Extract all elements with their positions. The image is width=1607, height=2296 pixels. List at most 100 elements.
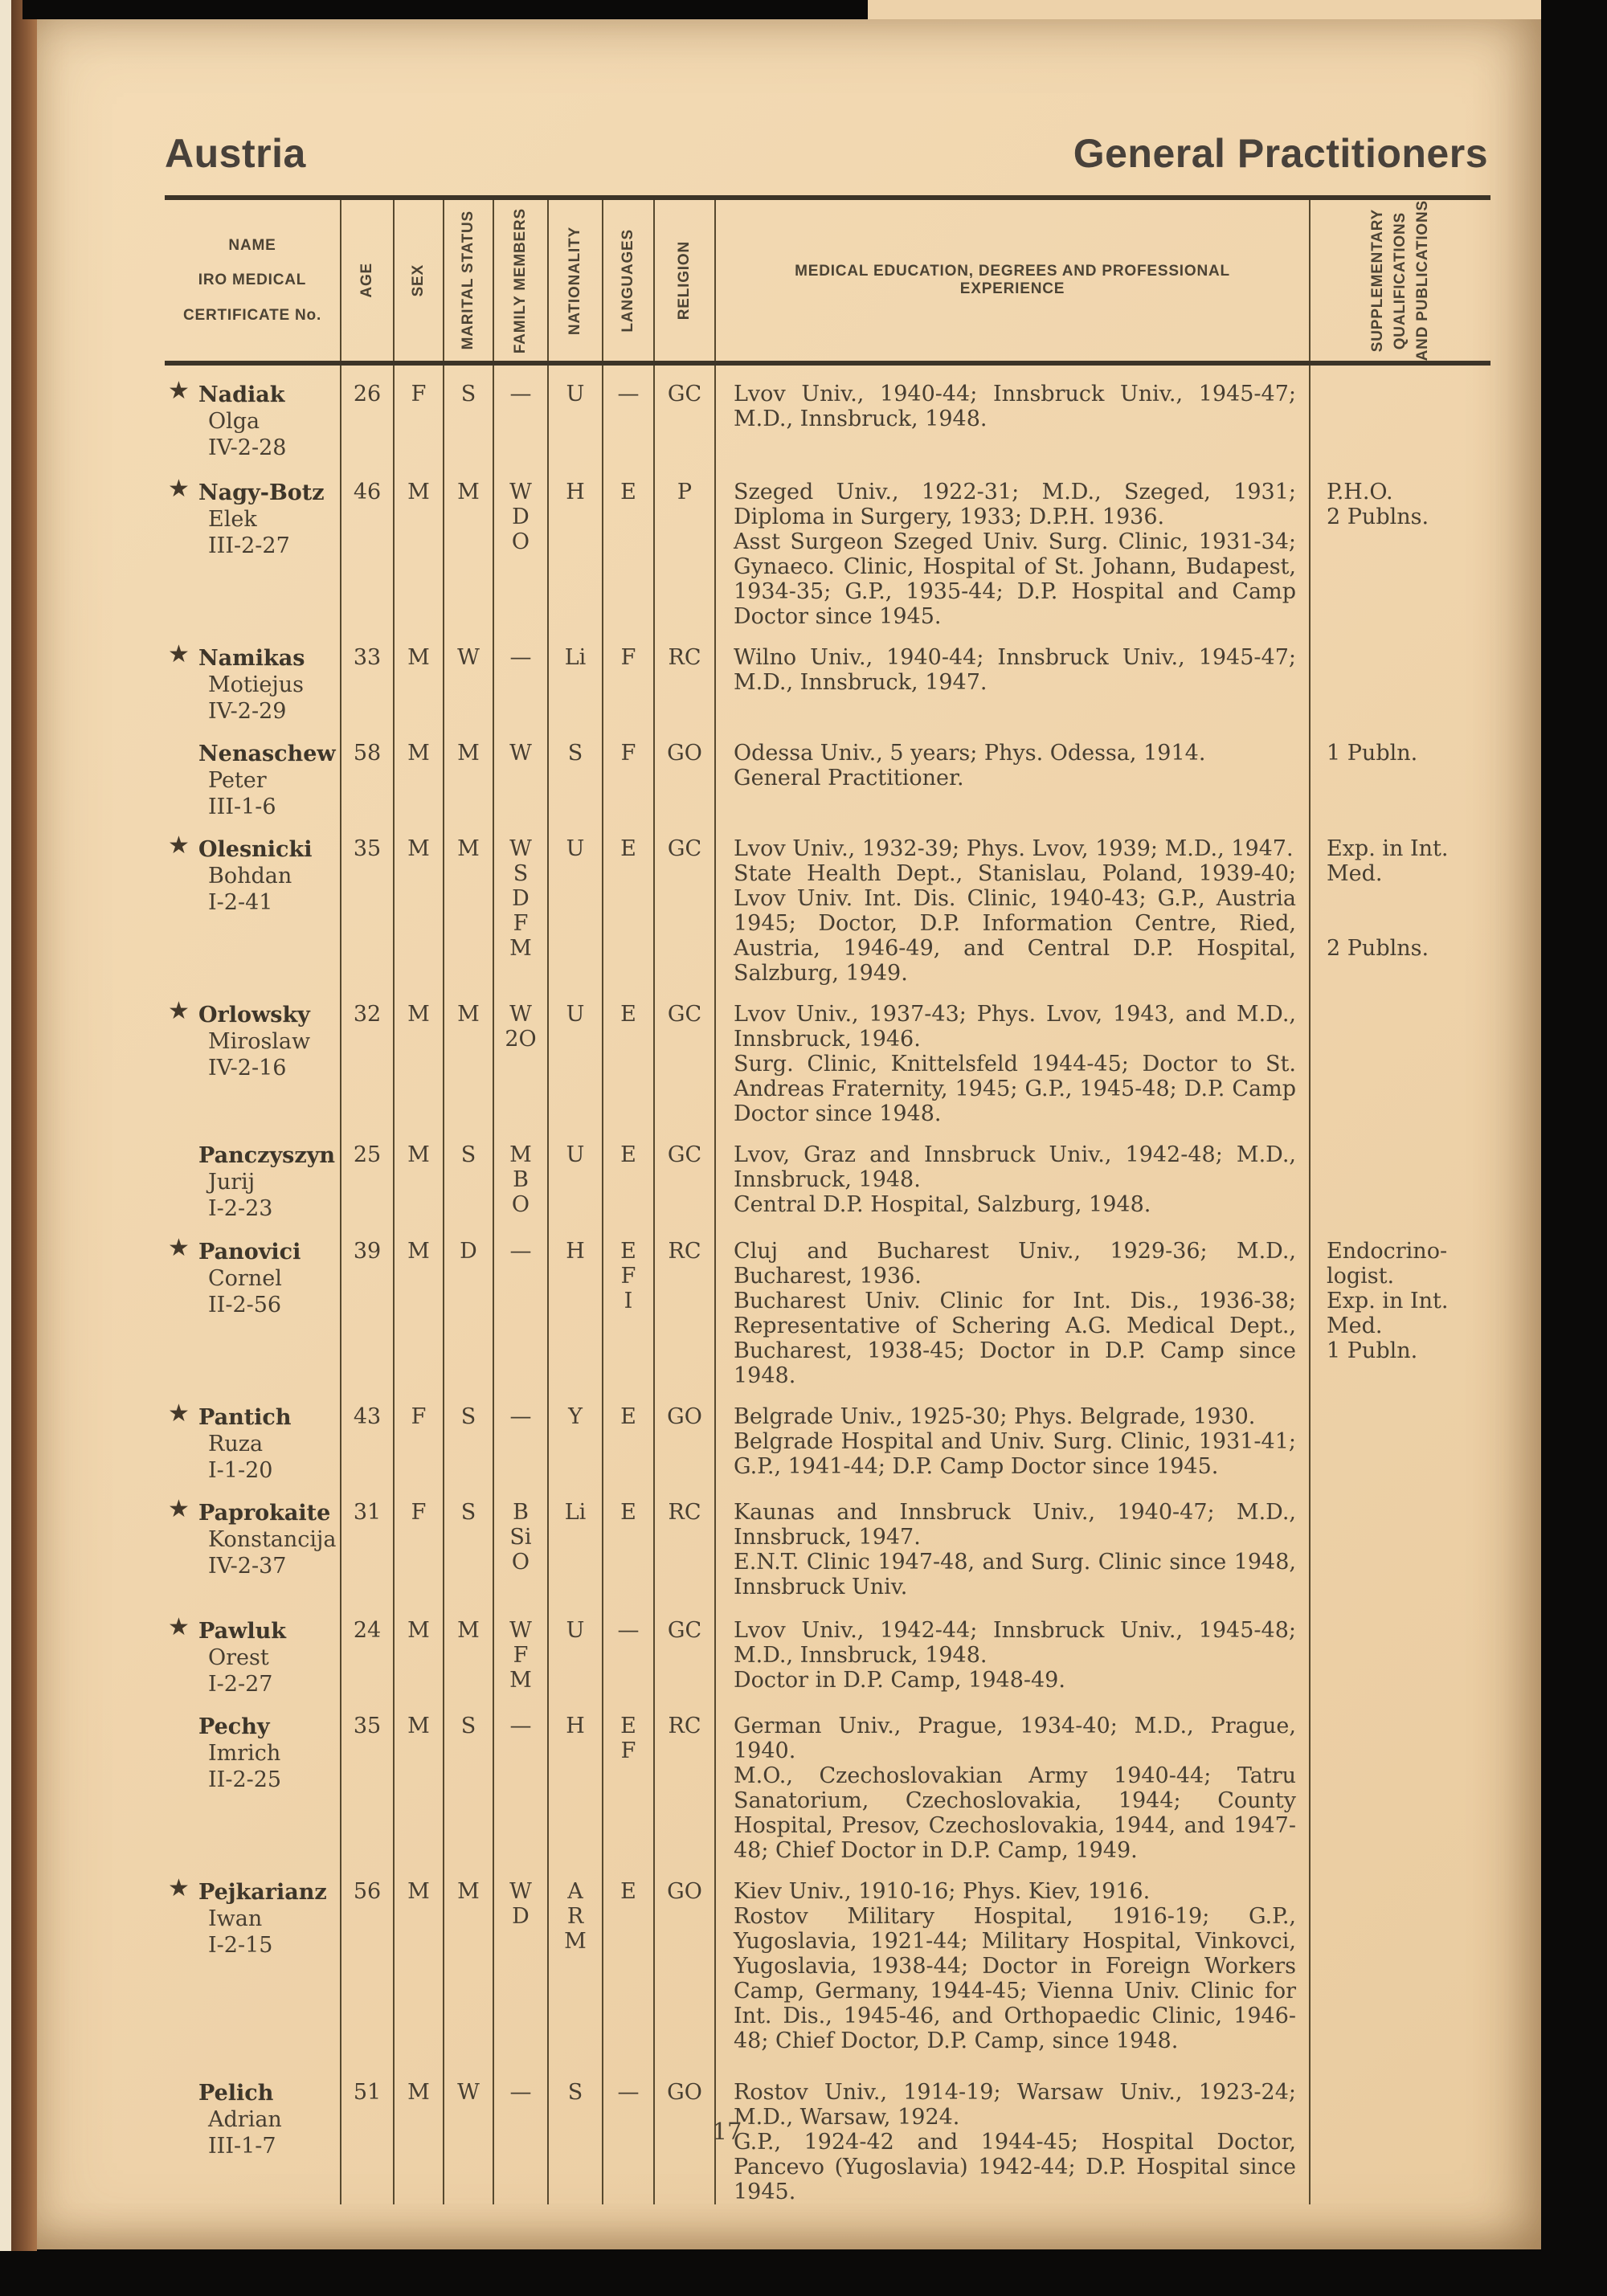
supplementary-cell: P.H.O. 2 Publns. [1311, 464, 1490, 629]
age-cell: 39 [341, 1223, 395, 1388]
supplementary-cell [1311, 1602, 1490, 1697]
education-paragraph: General Practitioner. [734, 766, 964, 791]
languages-cell: E [603, 820, 655, 986]
stacked-code: — [617, 382, 640, 406]
stacked-code: U [566, 1618, 585, 1643]
surname: Olesnicki [198, 837, 313, 862]
stacked-code: W [509, 836, 532, 861]
page-number: 17 [712, 2118, 742, 2145]
star-icon: ★ [168, 1874, 190, 1902]
header-name-line: IRO MEDICAL [198, 272, 307, 289]
table-row: ★ Pantich Ruza I-1-20 43 F S — Y E GO Be… [165, 1388, 1490, 1484]
education-paragraph: Odessa Univ., 5 years; Phys. Odessa, 191… [734, 741, 1206, 766]
education-paragraph: Rostov Univ., 1914-19; Warsaw Univ., 192… [734, 2080, 1296, 2130]
sex-cell: M [395, 464, 444, 629]
name-cell: ★ Paprokaite Konstancija IV-2-37 [165, 1484, 341, 1602]
header-supplementary: SUPPLEMENTARY QUALIFICATIONS AND PUBLICA… [1369, 200, 1431, 362]
name-cell: ★ Olesnicki Bohdan I-2-41 [165, 820, 341, 986]
table-row: ★ Nadiak Olga IV-2-28 26 F S — U — GC Lv… [165, 366, 1490, 464]
stacked-code: — [509, 1404, 532, 1429]
age-cell: 32 [341, 986, 395, 1126]
education-paragraph: Asst Surgeon Szeged Univ. Surg. Clinic, … [734, 529, 1296, 629]
header-family-members: FAMILY MEMBERS [494, 200, 549, 362]
age-cell: 24 [341, 1602, 395, 1697]
stacked-code: O [511, 529, 530, 554]
given-name: Adrian [208, 2107, 282, 2132]
stacked-code: B [513, 1167, 529, 1192]
surname: Panovici [198, 1240, 301, 1264]
supplementary-cell [1311, 1388, 1490, 1484]
surname: Panczyszyn [198, 1143, 336, 1168]
age-cell: 33 [341, 629, 395, 725]
education-cell: Wilno Univ., 1940-44; Innsbruck Univ., 1… [716, 629, 1311, 725]
stacked-code: U [566, 1142, 585, 1167]
table-row: ★ Namikas Motiejus IV-2-29 33 M W — Li F… [165, 629, 1490, 725]
supplementary-group: 1 Publn. [1327, 741, 1484, 766]
certificate-no: II-2-56 [208, 1293, 282, 1318]
certificate-no: I-2-27 [208, 1672, 273, 1697]
family-members-cell: — [494, 366, 549, 464]
star-icon: ★ [168, 1495, 190, 1523]
stacked-code: 2O [505, 1027, 537, 1052]
marital-status-cell: M [444, 464, 494, 629]
star-icon: ★ [168, 640, 190, 668]
education-cell: Cluj and Bucharest Univ., 1929-36; M.D.,… [716, 1223, 1311, 1388]
stacked-code: U [566, 1002, 585, 1027]
practitioners-table: NAME IRO MEDICAL CERTIFICATE No. AGE SEX… [165, 195, 1490, 2204]
education-paragraph: Lvov Univ., 1940-44; Innsbruck Univ., 19… [734, 382, 1296, 431]
religion-cell: RC [655, 1697, 716, 1863]
given-name: Konstancija [208, 1527, 337, 1552]
education-cell: Lvov Univ., 1937-43; Phys. Lvov, 1943, a… [716, 986, 1311, 1126]
stacked-code: — [509, 1239, 532, 1264]
stacked-code: F [620, 741, 636, 766]
given-name: Orest [208, 1645, 269, 1670]
sex-cell: M [395, 1223, 444, 1388]
marital-status-cell: W [444, 629, 494, 725]
languages-cell: E [603, 1126, 655, 1223]
stacked-code: U [566, 382, 585, 406]
certificate-no: I-2-41 [208, 890, 273, 915]
education-cell: Belgrade Univ., 1925-30; Phys. Belgrade,… [716, 1388, 1311, 1484]
family-members-cell: — [494, 2064, 549, 2204]
languages-cell: F [603, 725, 655, 820]
education-paragraph: Rostov Military Hospital, 1916-19; G.P.,… [734, 1904, 1296, 2053]
religion-cell: GO [655, 1388, 716, 1484]
sex-cell: M [395, 1602, 444, 1697]
scan-black-edge [22, 0, 868, 19]
supplementary-line: 1 Publn. [1327, 741, 1418, 766]
given-name: Peter [208, 768, 267, 793]
supplementary-line: 2 Publns. [1327, 505, 1429, 529]
sex-cell: F [395, 1484, 444, 1602]
religion-cell: RC [655, 1223, 716, 1388]
education-paragraph: Lvov Univ., 1942-44; Innsbruck Univ., 19… [734, 1618, 1296, 1668]
supplementary-line: Med. [1327, 1313, 1383, 1338]
languages-cell: E [603, 1863, 655, 2064]
stacked-code: E [620, 836, 636, 861]
stacked-code: F [513, 1643, 529, 1668]
stacked-code: R [566, 1904, 584, 1929]
supplementary-line: P.H.O. [1327, 480, 1393, 505]
stacked-code: U [566, 836, 585, 861]
education-cell: Lvov Univ., 1942-44; Innsbruck Univ., 19… [716, 1602, 1311, 1697]
sex-cell: M [395, 1863, 444, 2064]
stacked-code: M [509, 1668, 532, 1693]
marital-status-cell: S [444, 1126, 494, 1223]
star-icon: ★ [168, 1613, 190, 1641]
stacked-code: F [513, 911, 529, 936]
stacked-code: Y [568, 1404, 583, 1429]
marital-status-cell: S [444, 1697, 494, 1863]
stacked-code: E [620, 1500, 636, 1525]
marital-status-cell: M [444, 725, 494, 820]
supplementary-cell: 1 Publn. [1311, 725, 1490, 820]
marital-status-cell: M [444, 1602, 494, 1697]
education-paragraph: Kiev Univ., 1910-16; Phys. Kiev, 1916. [734, 1879, 1151, 1904]
stacked-code: D [512, 1904, 530, 1929]
age-cell: 35 [341, 1697, 395, 1863]
header-religion: RELIGION [655, 200, 716, 362]
stacked-code: F [620, 1264, 636, 1289]
supplementary-line: Endocrino- [1327, 1239, 1448, 1264]
